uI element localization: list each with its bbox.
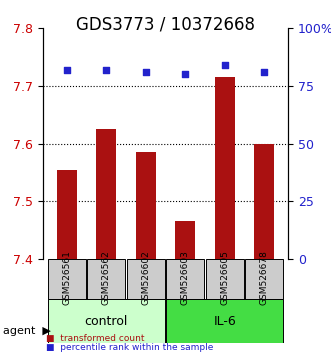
Bar bbox=[215, 77, 235, 259]
Bar bbox=[255, 144, 274, 259]
Text: ■  percentile rank within the sample: ■ percentile rank within the sample bbox=[46, 343, 214, 352]
FancyBboxPatch shape bbox=[166, 259, 204, 299]
FancyBboxPatch shape bbox=[166, 299, 283, 343]
Bar bbox=[136, 152, 156, 259]
FancyBboxPatch shape bbox=[206, 259, 244, 299]
Point bbox=[143, 69, 148, 75]
Bar bbox=[96, 129, 116, 259]
Text: GSM526678: GSM526678 bbox=[260, 250, 269, 305]
Point bbox=[261, 69, 267, 75]
FancyBboxPatch shape bbox=[127, 259, 165, 299]
Bar bbox=[57, 170, 76, 259]
Point bbox=[183, 72, 188, 77]
Text: GSM526605: GSM526605 bbox=[220, 250, 229, 305]
Text: GSM526561: GSM526561 bbox=[62, 250, 71, 305]
Text: GDS3773 / 10372668: GDS3773 / 10372668 bbox=[76, 16, 255, 34]
Text: GSM526562: GSM526562 bbox=[102, 250, 111, 305]
Text: GSM526602: GSM526602 bbox=[141, 250, 150, 305]
Text: agent  ▶: agent ▶ bbox=[3, 326, 51, 336]
FancyBboxPatch shape bbox=[48, 259, 86, 299]
Point bbox=[104, 67, 109, 73]
Bar bbox=[175, 221, 195, 259]
Text: IL-6: IL-6 bbox=[213, 315, 236, 328]
Point bbox=[222, 62, 227, 68]
FancyBboxPatch shape bbox=[245, 259, 283, 299]
Point bbox=[64, 67, 70, 73]
Text: ■  transformed count: ■ transformed count bbox=[46, 334, 145, 343]
Text: GSM526603: GSM526603 bbox=[181, 250, 190, 305]
Text: control: control bbox=[84, 315, 128, 328]
FancyBboxPatch shape bbox=[48, 299, 165, 343]
FancyBboxPatch shape bbox=[87, 259, 125, 299]
